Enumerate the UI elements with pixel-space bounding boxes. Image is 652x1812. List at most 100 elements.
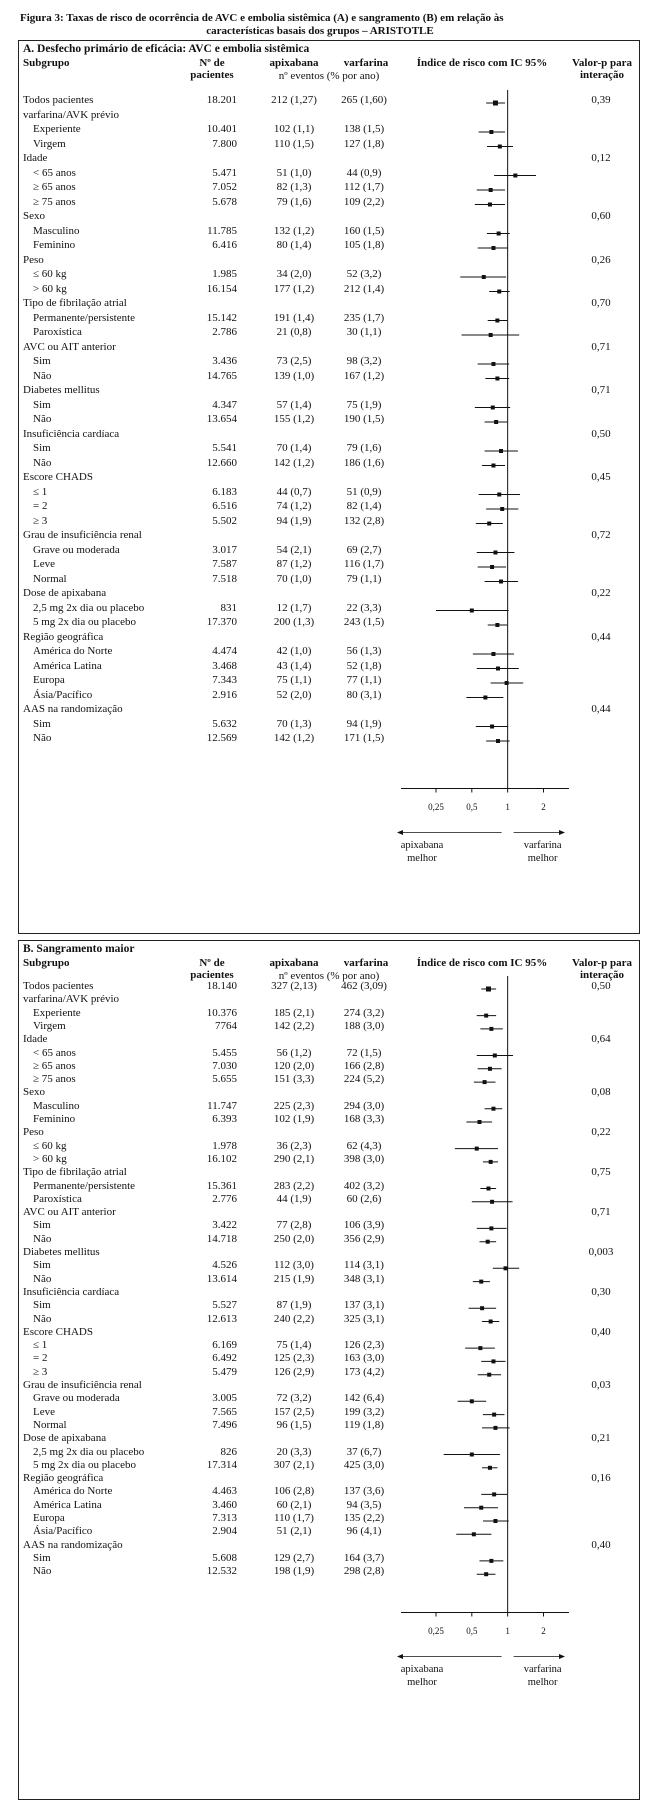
panel-a-point-estimate	[504, 681, 509, 685]
panel-a-point-estimate	[513, 173, 518, 178]
panel-b-row-p-value: 0,71	[591, 1206, 611, 1219]
panel-b-row-apixabana: 215 (1,9)	[273, 1272, 315, 1285]
panel-a-row-apixabana: 139 (1,0)	[273, 369, 315, 382]
panel-b-row-n: 15.361	[206, 1179, 237, 1192]
panel-b-row-p-value: 0,30	[591, 1285, 611, 1298]
panel-a-point-estimate	[469, 608, 474, 613]
panel-b-row-label: Escore CHADS	[23, 1325, 93, 1338]
panel-b-row-n: 11.747	[207, 1099, 237, 1112]
panel-b-row-varfarina: 188 (3,0)	[343, 1019, 385, 1032]
panel-a-row-n: 7.518	[212, 572, 237, 585]
panel-a-row-label: Sim	[33, 717, 51, 730]
panel-a-tick-label: 1	[505, 801, 510, 812]
panel-a-row-label: Normal	[33, 572, 67, 585]
panel-a-point-estimate	[495, 376, 500, 381]
panel-b-point-estimate	[469, 1452, 474, 1457]
panel-a-row-apixabana: 80 (1,4)	[276, 239, 312, 251]
panel-a-row-varfarina: 243 (1,5)	[343, 616, 385, 628]
panel-a-point-estimate	[496, 231, 501, 236]
panel-a-row-label: Ásia/Pacífico	[33, 688, 93, 701]
panel-a-row-n: 1.985	[212, 268, 237, 280]
panel-a-row-label: Sim	[33, 442, 51, 454]
panel-a-row-label: AAS na randomização	[23, 703, 123, 715]
panel-b-row-apixabana: 60 (2,1)	[276, 1498, 312, 1511]
panel-a-row-label: Experiente	[33, 123, 81, 135]
panel-a-row-apixabana: 42 (1,0)	[276, 645, 312, 657]
panel-b-row-label: Sexo	[23, 1086, 45, 1099]
panel-b-row-varfarina: 37 (6,7)	[346, 1445, 382, 1458]
panel-b-row-label: Dose de apixabana	[23, 1432, 107, 1445]
panel-b-row-varfarina: 62 (4,3)	[346, 1139, 382, 1152]
panel-b-row-label: varfarina/AVK prévio	[23, 993, 120, 1006]
panel-a-header-p: Valor-p para interação	[572, 57, 632, 81]
panel-a-header-events: nº eventos (% por ano)	[278, 70, 380, 82]
panel-a-row-varfarina: 212 (1,4)	[343, 282, 385, 295]
panel-a-row-n: 7.052	[212, 181, 237, 193]
panel-b-row-apixabana: 102 (1,9)	[273, 1113, 315, 1125]
panel-a-row-label: Permanente/persistente	[33, 311, 136, 324]
caption-line-2: características basais dos grupos – ARIS…	[206, 25, 434, 37]
panel-b-row-apixabana: 110 (1,7)	[274, 1512, 314, 1524]
panel-a-row-varfarina: 22 (3,3)	[346, 601, 382, 614]
panel-b-point-estimate	[489, 1026, 494, 1031]
panel-b-row-varfarina: 166 (2,8)	[343, 1059, 385, 1072]
panel-b-row-label: Diabetes mellitus	[23, 1246, 100, 1258]
panel-a-row-label: Idade	[23, 152, 48, 164]
panel-b-row-apixabana: 125 (2,3)	[273, 1352, 315, 1365]
panel-a-row-n: 7.800	[212, 137, 237, 150]
panel-a-header-warf: varfarina	[343, 57, 389, 69]
panel-b-point-estimate	[493, 1425, 498, 1430]
panel-b-row-label: Não	[33, 1232, 52, 1245]
panel-b-row-label: Ásia/Pacífico	[33, 1525, 93, 1538]
panel-b-row-varfarina: 126 (2,3)	[343, 1339, 385, 1352]
panel-b-row-varfarina: 106 (3,9)	[343, 1219, 385, 1232]
panel-a-row-label: Peso	[23, 253, 44, 266]
panel-a-row-varfarina: 52 (3,2)	[346, 268, 382, 280]
panel-b-row-varfarina: 173 (4,2)	[343, 1365, 385, 1378]
panel-a-row-varfarina: 75 (1,9)	[346, 398, 382, 411]
panel-a-row-varfarina: 167 (1,2)	[343, 369, 385, 382]
panel-b-row-varfarina: 164 (3,7)	[343, 1551, 385, 1564]
panel-b-row-n: 5.479	[212, 1365, 237, 1378]
panel-b-row-n: 3.422	[212, 1219, 237, 1232]
panel-b-tick-label: 1	[505, 1625, 510, 1636]
panel-b-point-estimate	[477, 1120, 482, 1124]
panel-a-row-varfarina: 265 (1,60)	[341, 94, 387, 106]
panel-b-row-apixabana: 120 (2,0)	[273, 1059, 315, 1072]
panel-a-row-label: Sim	[33, 355, 51, 367]
panel-a-point-estimate	[490, 724, 495, 729]
panel-b-row-label: AVC ou AIT anterior	[23, 1206, 116, 1219]
panel-b-row-label: Sim	[33, 1551, 51, 1564]
panel-a-row-p-value: 0,50	[591, 427, 611, 440]
panel-a-row-apixabana: 34 (2,0)	[276, 268, 312, 280]
panel-a-row-n: 15.142	[206, 311, 237, 324]
panel-b-point-estimate	[489, 1226, 494, 1231]
panel-b-row-p-value: 0,40	[591, 1325, 611, 1338]
panel-a-point-estimate	[493, 550, 498, 555]
panel-b-point-estimate	[479, 1505, 484, 1510]
panel-a-note-varfarina: varfarina melhor	[523, 839, 562, 864]
panel-b-row-label: América Latina	[33, 1498, 102, 1511]
panel-a-point-estimate	[497, 289, 502, 294]
panel-a-row-apixabana: 75 (1,1)	[276, 674, 312, 686]
panel-b-row-label: = 2	[33, 1352, 48, 1365]
panel-b: B. Sangramento maior Subgrupo Nº de pacie…	[18, 940, 640, 1800]
panel-b-point-estimate	[503, 1266, 508, 1271]
panel-a-row-n: 3.468	[212, 659, 237, 672]
panel-a-row-apixabana: 70 (1,3)	[276, 717, 312, 730]
panel-b-row-n: 4.526	[212, 1259, 237, 1272]
panel-a-row-apixabana: 52 (2,0)	[276, 688, 312, 701]
panel-b-row-label: Não	[33, 1565, 52, 1578]
panel-b-point-estimate	[484, 1572, 489, 1577]
panel-b-row-apixabana: 44 (1,9)	[276, 1192, 312, 1205]
panel-a-row-label: Sim	[33, 398, 51, 411]
panel-b-header-n: Nº de pacientes	[190, 957, 234, 981]
panel-b-row-n: 6.492	[212, 1352, 237, 1365]
panel-a-row-varfarina: 190 (1,5)	[343, 413, 385, 425]
panel-b-header-hr: Índice de risco com IC 95%	[416, 957, 548, 969]
panel-a-row-label: > 60 kg	[33, 282, 67, 295]
panel-a-row-label: Insuficiência cardíaca	[23, 427, 120, 440]
panel-b-row-apixabana: 56 (1,2)	[276, 1046, 312, 1059]
panel-a-row-varfarina: 132 (2,8)	[343, 514, 385, 527]
panel-a-row-apixabana: 132 (1,2)	[273, 224, 315, 237]
